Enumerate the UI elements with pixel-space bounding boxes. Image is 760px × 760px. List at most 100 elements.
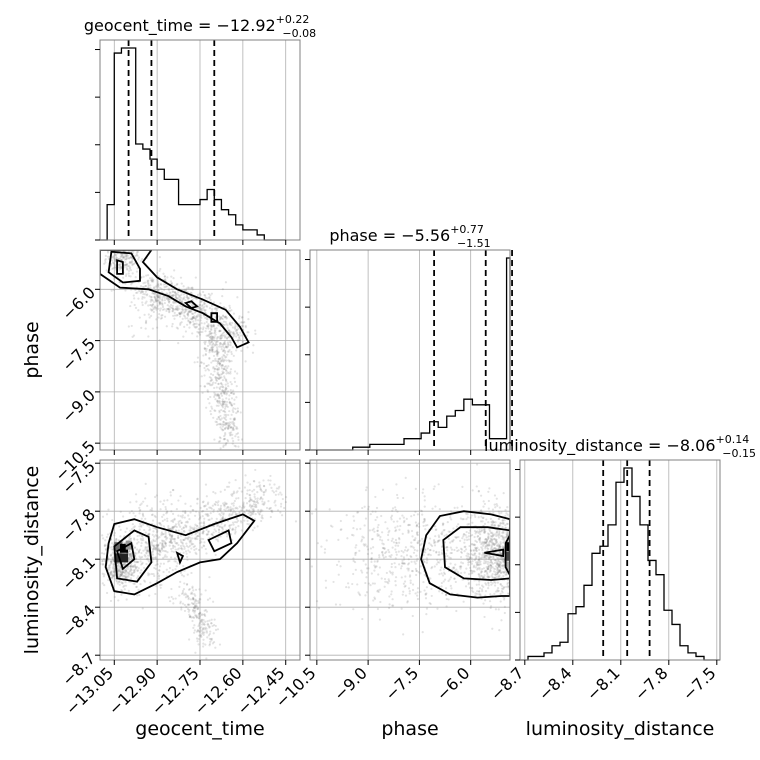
sample-point	[203, 631, 206, 634]
sample-point	[244, 324, 247, 328]
sample-point	[381, 542, 384, 545]
sample-point	[477, 593, 481, 596]
sample-point	[215, 420, 218, 424]
sample-point	[153, 574, 156, 578]
sample-point	[352, 608, 355, 611]
sample-point	[217, 382, 220, 386]
sample-point	[505, 512, 508, 515]
sample-point	[222, 314, 225, 318]
sample-point	[233, 422, 236, 425]
sample-point	[232, 418, 236, 422]
sample-point	[218, 436, 221, 439]
sample-point	[398, 563, 401, 566]
sample-point	[233, 325, 237, 329]
sample-point	[140, 502, 143, 505]
sample-point	[529, 506, 531, 508]
sample-point	[244, 474, 247, 477]
sample-point	[222, 402, 225, 406]
sample-point	[152, 278, 155, 281]
sample-point	[226, 421, 229, 425]
sample-point	[210, 639, 213, 642]
sample-point	[221, 317, 224, 321]
sample-point	[204, 513, 207, 516]
sample-point	[167, 307, 170, 310]
sample-point	[133, 303, 136, 307]
sample-point	[174, 296, 178, 299]
sample-point	[129, 537, 133, 540]
sample-point	[171, 569, 174, 572]
sample-point	[120, 572, 124, 575]
sample-point	[174, 541, 177, 545]
sample-point	[376, 534, 379, 537]
sample-point	[449, 584, 452, 587]
sample-point	[129, 275, 132, 278]
sample-point	[484, 545, 487, 548]
sample-point	[211, 336, 215, 339]
sample-point	[418, 525, 421, 528]
sample-point	[504, 514, 507, 518]
sample-point	[369, 584, 372, 587]
sample-point	[130, 574, 133, 577]
sample-point	[189, 616, 192, 619]
sample-point	[137, 309, 140, 312]
sample-point	[128, 261, 131, 264]
sample-point	[144, 547, 147, 550]
sample-point	[109, 560, 112, 563]
sample-point	[164, 505, 167, 509]
contour-line	[107, 250, 141, 284]
sample-point	[453, 577, 456, 580]
sample-point	[481, 541, 484, 544]
sample-point	[218, 329, 221, 332]
sample-point	[169, 534, 172, 537]
sample-point	[174, 294, 177, 297]
sample-point	[179, 602, 182, 605]
sample-point	[210, 517, 213, 520]
sample-point	[484, 569, 487, 573]
sample-point	[184, 299, 187, 302]
sample-point	[196, 616, 199, 619]
sample-point	[186, 582, 189, 586]
sample-point	[144, 322, 148, 325]
sample-point	[496, 571, 499, 574]
density-pixel	[506, 561, 510, 571]
sample-point	[236, 409, 240, 413]
sample-point	[329, 524, 333, 527]
sample-point	[273, 501, 276, 504]
sample-point	[394, 506, 397, 509]
sample-point	[220, 382, 223, 385]
sample-point	[190, 543, 193, 546]
sample-point	[364, 517, 368, 520]
sample-point	[189, 525, 192, 528]
sample-point	[386, 527, 389, 530]
sample-point	[484, 541, 487, 544]
sample-point	[521, 538, 523, 540]
sample-point	[444, 594, 448, 597]
sample-point	[473, 529, 477, 533]
sample-point	[155, 544, 158, 547]
sample-point	[223, 438, 226, 441]
sample-point	[246, 519, 249, 522]
sample-point	[170, 294, 173, 297]
sample-point	[409, 555, 412, 558]
sample-point	[144, 531, 147, 534]
sample-point	[294, 520, 298, 523]
sample-point	[221, 429, 224, 432]
sample-point	[208, 341, 211, 344]
sample-point	[191, 508, 194, 512]
sample-point	[229, 506, 232, 509]
sample-point	[515, 537, 517, 539]
sample-point	[146, 549, 149, 553]
sample-point	[235, 497, 238, 500]
sample-point	[255, 501, 259, 504]
sample-point	[407, 567, 410, 570]
sample-point	[477, 559, 480, 562]
sample-point	[189, 615, 192, 618]
sample-point	[168, 301, 171, 304]
sample-point	[502, 541, 505, 544]
sample-point	[483, 574, 486, 577]
sample-point	[119, 244, 121, 246]
sample-point	[486, 568, 489, 571]
sample-point	[214, 624, 217, 628]
sample-point	[223, 391, 226, 394]
sample-point	[230, 359, 233, 363]
